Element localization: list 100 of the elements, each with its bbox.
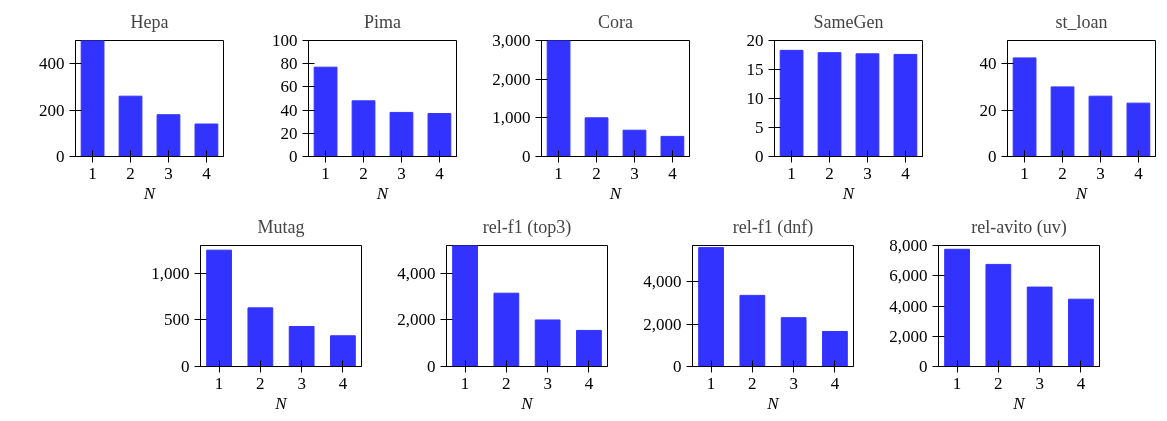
x-tick-label: 4 [435, 163, 445, 183]
y-tick-label: 100 [272, 31, 298, 50]
x-tick-label: 1 [460, 373, 470, 393]
y-tick-label: 40 [280, 100, 298, 120]
x-axis-title: N [841, 183, 856, 203]
bar [1068, 298, 1094, 367]
x-tick-label: 2 [994, 373, 1003, 393]
bar [288, 325, 315, 367]
x-axis-title: N [375, 183, 390, 203]
y-tick-label: 0 [988, 147, 997, 166]
y-tick-label: 1,000 [151, 263, 190, 283]
y-tick-label: 5 [755, 118, 764, 137]
bar [944, 248, 970, 367]
bar [822, 330, 848, 367]
y-tick-label: 200 [39, 100, 65, 120]
x-tick-label: 3 [1096, 163, 1105, 183]
bar [452, 245, 478, 367]
bar [156, 114, 181, 157]
x-tick-label: 3 [164, 163, 173, 183]
y-tick-label: 20 [979, 100, 997, 120]
bar [739, 294, 766, 367]
y-tick-label: 40 [979, 54, 997, 74]
bar [247, 307, 274, 367]
y-tick-label: 4,000 [397, 263, 436, 283]
bar [427, 113, 452, 157]
x-tick-label: 2 [126, 163, 135, 183]
x-tick-label: 3 [789, 373, 798, 393]
y-tick-label: 0 [56, 147, 65, 166]
bar [194, 123, 219, 157]
x-tick-label: 3 [543, 373, 552, 393]
x-axis-title: N [274, 393, 289, 413]
bar [985, 263, 1012, 367]
bar [534, 319, 561, 367]
bar [389, 111, 414, 157]
y-tick-label: 80 [280, 54, 298, 74]
x-tick-label: 4 [1076, 373, 1086, 393]
x-axis-title: N [142, 183, 157, 203]
y-tick-label: 1,000 [492, 108, 531, 128]
y-tick-label: 10 [746, 89, 764, 108]
bar [622, 129, 647, 157]
x-tick-label: 4 [1134, 163, 1144, 183]
chart-title: Hepa [130, 11, 169, 32]
x-tick-label: 2 [748, 373, 757, 393]
x-tick-label: 4 [901, 163, 911, 183]
y-tick-label: 4,000 [889, 296, 928, 316]
bar [493, 292, 520, 367]
x-tick-label: 3 [297, 373, 306, 393]
x-tick-label: 3 [1035, 373, 1044, 393]
bar [1050, 86, 1075, 157]
bar [660, 135, 685, 157]
x-tick-label: 2 [1058, 163, 1067, 183]
bar [206, 249, 232, 367]
chart-title: rel-f1 (top3) [482, 216, 572, 238]
x-tick-label: 3 [863, 163, 872, 183]
x-tick-label: 1 [554, 163, 563, 183]
y-tick-label: 4,000 [643, 272, 682, 292]
y-tick-label: 3,000 [492, 31, 531, 50]
x-tick-label: 1 [787, 163, 796, 183]
y-tick-label: 0 [181, 357, 190, 376]
x-axis-title: N [766, 393, 781, 413]
x-tick-label: 2 [502, 373, 511, 393]
y-tick-label: 400 [39, 54, 65, 74]
x-tick-label: 1 [952, 373, 962, 393]
x-axis-title: N [520, 393, 535, 413]
y-tick-label: 6,000 [889, 266, 928, 286]
x-tick-label: 2 [592, 163, 601, 183]
x-tick-label: 4 [338, 373, 348, 393]
chart-title: Cora [598, 11, 634, 32]
y-tick-label: 20 [746, 31, 764, 50]
y-tick-label: 2,000 [643, 314, 682, 334]
bar [80, 40, 105, 157]
y-tick-label: 8,000 [889, 236, 928, 255]
y-tick-label: 0 [919, 357, 928, 376]
x-tick-label: 2 [359, 163, 368, 183]
x-tick-label: 3 [397, 163, 406, 183]
chart-title: Pima [364, 11, 402, 32]
y-tick-label: 0 [427, 357, 436, 376]
y-tick-label: 2,000 [889, 326, 928, 346]
bar [698, 247, 724, 367]
x-tick-label: 4 [668, 163, 678, 183]
x-tick-label: 1 [706, 373, 716, 393]
x-axis-title: N [1074, 183, 1089, 203]
bar [780, 317, 807, 367]
x-tick-label: 2 [825, 163, 834, 183]
chart-title: Mutag [257, 216, 305, 237]
chart-title: st_loan [1055, 11, 1108, 32]
bar [351, 100, 376, 157]
x-tick-label: 4 [584, 373, 594, 393]
x-tick-label: 4 [202, 163, 212, 183]
y-tick-label: 2,000 [397, 310, 436, 330]
chart-title: SameGen [813, 11, 884, 32]
bar [313, 66, 338, 157]
bar [1088, 95, 1113, 157]
y-tick-label: 0 [755, 147, 764, 166]
bar [118, 95, 143, 157]
bar [330, 335, 356, 367]
y-tick-label: 0 [289, 147, 298, 166]
x-tick-label: 1 [88, 163, 97, 183]
chart-title: rel-f1 (dnf) [732, 216, 814, 238]
x-axis-title: N [608, 183, 623, 203]
